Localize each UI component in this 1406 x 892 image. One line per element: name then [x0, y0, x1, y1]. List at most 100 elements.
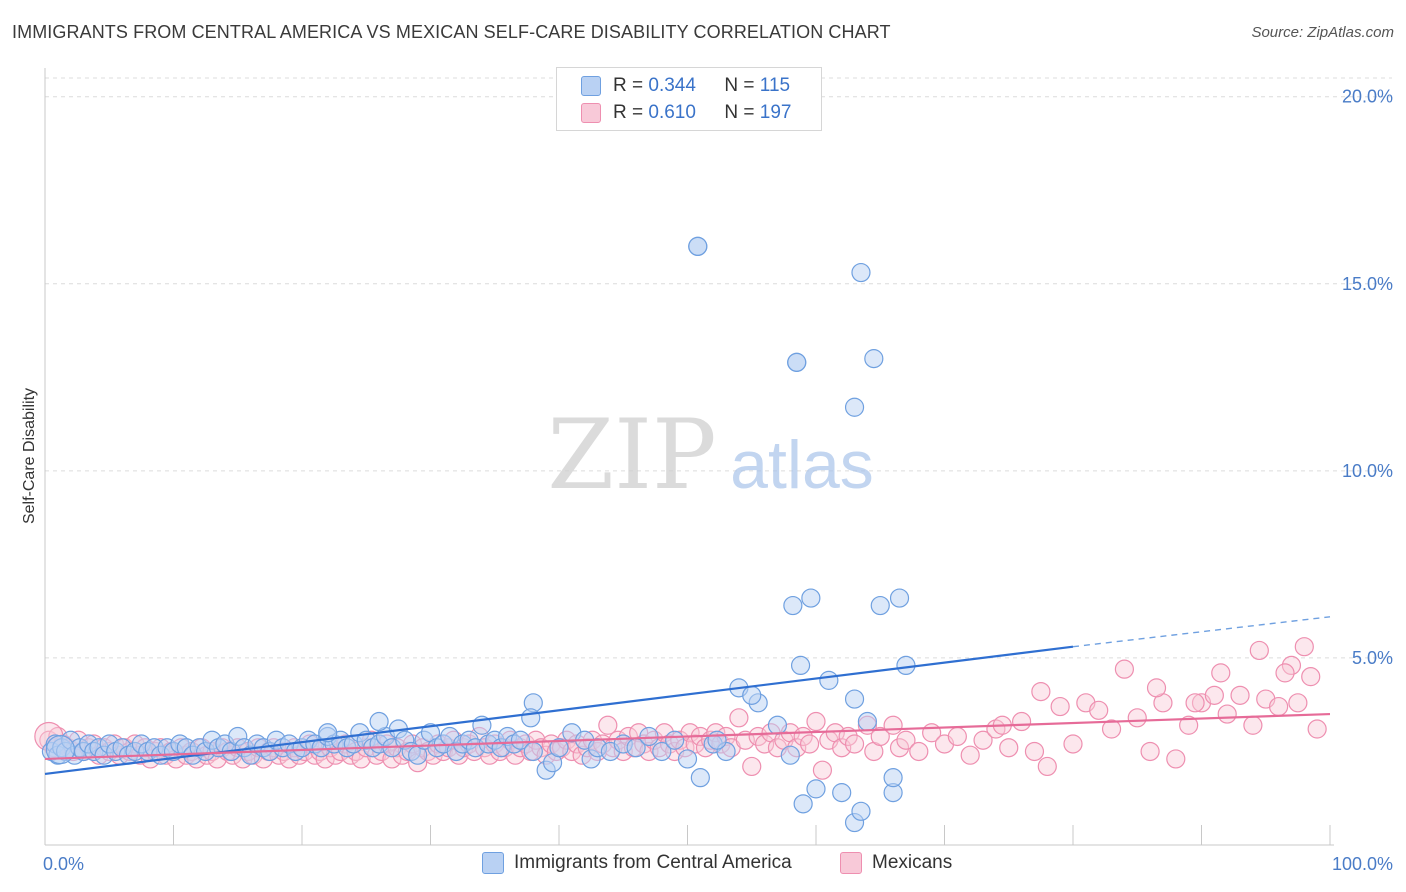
- mexicans-point: [1166, 749, 1186, 769]
- mexicans-point: [1230, 685, 1250, 705]
- legend-n-label: N =: [724, 102, 755, 123]
- mexicans-point: [1031, 681, 1051, 702]
- legend-n-label: N =: [724, 75, 755, 96]
- central-america-point: [369, 711, 389, 732]
- mexicans-point: [947, 726, 967, 747]
- mexicans-point: [1275, 663, 1295, 683]
- mexicans-point: [1146, 678, 1167, 698]
- legend-label-mexicans: Mexicans: [872, 852, 953, 873]
- legend-r-label: R =: [613, 75, 644, 96]
- mexicans-point: [960, 745, 980, 765]
- mexicans-point: [1243, 715, 1263, 735]
- y-tick-label: 15.0%: [1342, 274, 1393, 294]
- mexicans-point: [973, 730, 993, 750]
- central-america-point: [790, 655, 811, 676]
- source-credit: Source: ZipAtlas.com: [1251, 24, 1394, 41]
- central-america-point: [639, 726, 659, 747]
- mexicans-point: [1127, 708, 1147, 728]
- mexicans-point: [1301, 667, 1321, 687]
- central-america-point: [523, 741, 543, 762]
- mexicans-point: [1268, 696, 1289, 717]
- central-america-point: [787, 352, 807, 372]
- central-america-points: [41, 236, 916, 833]
- legend-r-value: 0.610: [648, 102, 696, 123]
- central-america-point: [45, 734, 76, 765]
- y-axis-label: Self-Care Disability: [21, 388, 38, 524]
- mexicans-point: [1101, 719, 1122, 739]
- mexicans-point: [1179, 715, 1199, 735]
- mexicans-point: [1217, 704, 1237, 724]
- central-america-point: [688, 236, 708, 256]
- mexicans-point: [870, 726, 890, 747]
- legend-row-central-america: R = 0.344 N = 115: [581, 73, 790, 99]
- legend-label-central-america: Immigrants from Central America: [514, 852, 792, 873]
- mexicans-point: [889, 738, 910, 758]
- mexicans-trend-line: [44, 712, 1331, 761]
- central-america-point: [864, 349, 884, 369]
- mexicans-point: [598, 715, 618, 735]
- central-america-point: [806, 779, 826, 799]
- legend-swatch-pink: [840, 852, 862, 874]
- mexicans-point: [1288, 693, 1308, 713]
- x-tick-label: 100.0%: [1332, 854, 1393, 874]
- mexicans-point: [1011, 711, 1032, 732]
- correlation-legend: R = 0.344 N = 115 R = 0.610 N = 197: [556, 67, 822, 131]
- central-america-point: [889, 588, 910, 608]
- mexicans-point: [896, 730, 916, 750]
- legend-item-mexicans: Mexicans: [840, 852, 952, 874]
- tick-labels: 5.0% 10.0% 15.0% 20.0% 0.0% 100.0%: [43, 87, 1393, 874]
- central-america-point: [549, 738, 569, 758]
- mexicans-point: [1294, 637, 1314, 657]
- central-america-trend-extension: [1072, 616, 1331, 648]
- mexicans-point: [1050, 696, 1070, 717]
- central-america-point: [851, 262, 871, 283]
- legend-swatch-pink: [581, 103, 601, 123]
- mexicans-point: [909, 741, 929, 762]
- y-tick-label: 20.0%: [1342, 87, 1393, 107]
- legend-n-value: 115: [759, 75, 791, 96]
- mexicans-point: [748, 726, 768, 747]
- central-america-point: [801, 588, 821, 608]
- central-america-point: [521, 708, 541, 728]
- mexicans-point: [1024, 741, 1045, 762]
- watermark-atlas: atlas: [730, 427, 874, 503]
- mexicans-point: [735, 730, 755, 750]
- y-tick-label: 5.0%: [1352, 648, 1393, 668]
- mexicans-point: [1281, 655, 1302, 676]
- central-america-point: [793, 794, 813, 814]
- axes: [44, 68, 1334, 846]
- mexicans-point: [1307, 719, 1327, 739]
- central-america-point: [832, 783, 852, 803]
- trend-lines: [44, 616, 1331, 776]
- mexicans-point: [1114, 659, 1135, 679]
- central-america-point: [510, 730, 531, 750]
- mexicans-point: [799, 734, 820, 754]
- mexicans-point: [812, 760, 833, 780]
- central-america-point: [742, 685, 762, 705]
- central-america-point: [851, 801, 871, 821]
- mexicans-point: [1249, 640, 1269, 661]
- mexicans-point: [742, 756, 762, 777]
- mexicans-point: [1185, 693, 1205, 713]
- mexicans-point: [729, 708, 749, 728]
- mexicans-point: [832, 738, 852, 758]
- mexicans-point: [754, 734, 775, 754]
- central-america-point: [870, 595, 890, 616]
- legend-item-central-america: Immigrants from Central America: [482, 852, 792, 874]
- mexicans-point: [883, 715, 903, 735]
- central-america-point: [767, 715, 788, 735]
- central-america-point: [652, 741, 672, 762]
- central-america-point: [780, 745, 800, 765]
- central-america-point: [318, 723, 338, 743]
- mexicans-point: [806, 711, 826, 732]
- legend-swatch-blue: [482, 852, 504, 874]
- mexicans-point: [1211, 663, 1231, 683]
- watermark-zip: ZIP: [547, 399, 716, 511]
- mexicans-point: [1204, 685, 1224, 705]
- central-america-point: [707, 730, 727, 750]
- mexicans-point: [999, 738, 1019, 758]
- zipatlas-watermark: ZIP atlas: [547, 399, 873, 511]
- mexicans-point: [844, 734, 865, 754]
- central-america-point: [844, 397, 865, 417]
